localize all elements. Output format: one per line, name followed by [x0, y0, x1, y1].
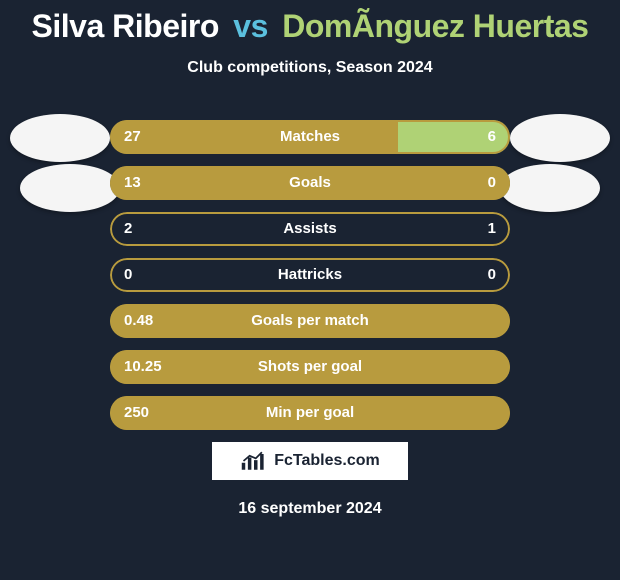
stat-row: Goals per match0.48	[110, 304, 510, 338]
player2-avatar-placeholder	[510, 114, 610, 162]
stat-value-left: 0.48	[124, 304, 153, 338]
stat-label: Goals	[110, 166, 510, 200]
source-text: FcTables.com	[274, 452, 380, 470]
stat-row: Hattricks0 0	[110, 258, 510, 292]
stat-row: Matches27 6	[110, 120, 510, 154]
stats-bars: Matches276Goals130Assists21Hattricks00Go…	[110, 120, 510, 442]
stat-label: Goals per match	[110, 304, 510, 338]
stat-label: Hattricks	[110, 258, 510, 292]
player2-name: DomÃ­nguez Huertas	[282, 8, 588, 44]
player1-club-placeholder	[20, 164, 120, 212]
stat-value-right: 6	[488, 120, 496, 154]
player2-club-placeholder	[500, 164, 600, 212]
stat-row: Shots per goal10.25	[110, 350, 510, 384]
stat-label: Shots per goal	[110, 350, 510, 384]
stat-label: Assists	[110, 212, 510, 246]
stat-value-left: 27	[124, 120, 141, 154]
stat-value-left: 2	[124, 212, 132, 246]
stat-value-left: 0	[124, 258, 132, 292]
player1-name: Silva Ribeiro	[32, 8, 219, 44]
subtitle: Club competitions, Season 2024	[0, 59, 620, 77]
stat-value-left: 10.25	[124, 350, 162, 384]
player1-avatar-placeholder	[10, 114, 110, 162]
stat-value-right: 0	[488, 258, 496, 292]
comparison-title: Silva Ribeiro vs DomÃ­nguez Huertas	[0, 0, 620, 45]
footer-date: 16 september 2024	[0, 500, 620, 518]
vs-separator: vs	[233, 8, 268, 44]
source-badge: FcTables.com	[210, 440, 410, 482]
stat-value-right: 0	[488, 166, 496, 200]
stat-row: Goals13 0	[110, 166, 510, 200]
stat-label: Min per goal	[110, 396, 510, 430]
stat-row: Min per goal250	[110, 396, 510, 430]
stat-value-left: 13	[124, 166, 141, 200]
stat-label: Matches	[110, 120, 510, 154]
stat-value-right: 1	[488, 212, 496, 246]
stat-value-left: 250	[124, 396, 149, 430]
stat-row: Assists2 1	[110, 212, 510, 246]
chart-icon	[240, 450, 268, 472]
